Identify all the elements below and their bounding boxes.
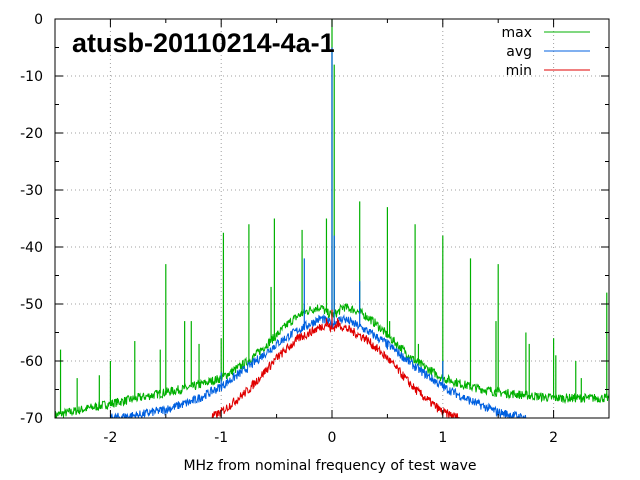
series-line-min <box>209 320 460 418</box>
series-layer <box>55 19 609 418</box>
legend-label-avg: avg <box>506 44 532 60</box>
y-tick-label: -30 <box>20 183 43 199</box>
chart-title: atusb-20110214-4a-1 <box>72 28 335 58</box>
series-line-avg <box>110 313 527 418</box>
y-tick-label: -40 <box>20 240 43 256</box>
y-tick-label: -10 <box>20 69 43 85</box>
axis-ticks: -2 -1 0 1 20-10-20-30-40-50-60-70 <box>20 12 610 446</box>
legend: max avg min <box>501 25 590 79</box>
x-axis-title: MHz from nominal frequency of test wave <box>183 458 476 474</box>
x-tick-label: 0 <box>328 430 337 446</box>
x-tick-label: 2 <box>549 430 558 446</box>
x-tick-label: -2 <box>103 430 117 446</box>
y-tick-label: -20 <box>20 126 43 142</box>
y-tick-label: -70 <box>20 411 43 427</box>
series-min <box>209 309 460 418</box>
y-tick-label: 0 <box>34 12 43 28</box>
y-tick-label: -50 <box>20 297 43 313</box>
y-tick-label: -60 <box>20 354 43 370</box>
legend-label-max: max <box>501 25 532 41</box>
series-avg <box>110 47 527 418</box>
x-tick-label: 1 <box>438 430 447 446</box>
x-tick-label: -1 <box>214 430 228 446</box>
legend-label-min: min <box>506 63 532 79</box>
